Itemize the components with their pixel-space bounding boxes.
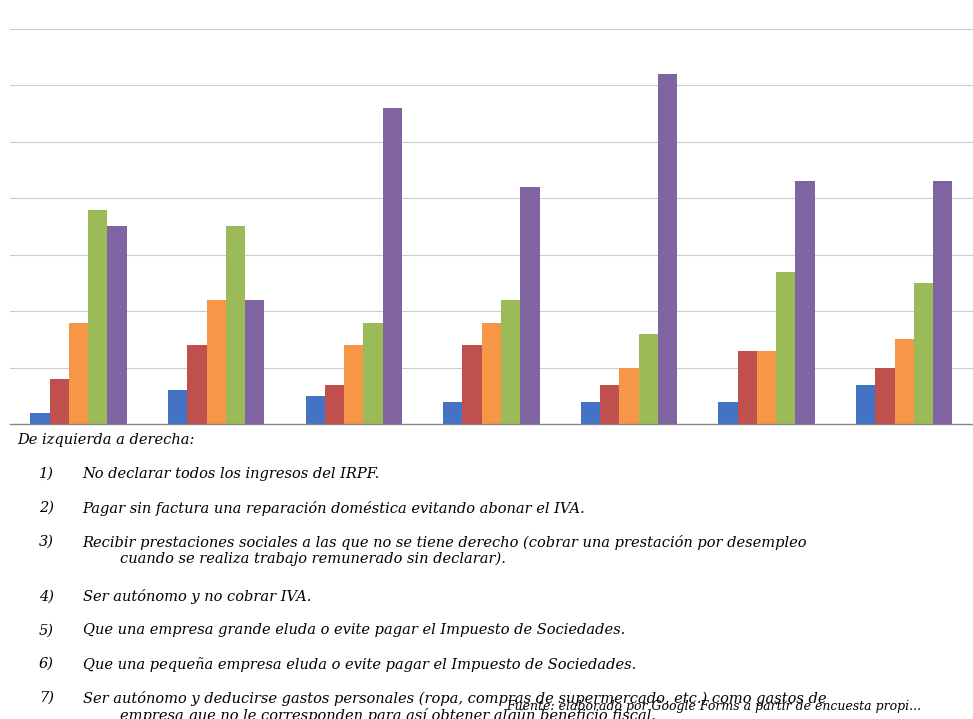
Bar bbox=[718, 402, 738, 424]
Bar bbox=[50, 379, 69, 424]
Bar bbox=[245, 300, 265, 424]
Bar bbox=[894, 339, 914, 424]
Text: 4): 4) bbox=[39, 590, 54, 603]
Text: De izquierda a derecha:: De izquierda a derecha: bbox=[18, 433, 195, 447]
Bar bbox=[226, 226, 245, 424]
Text: 3): 3) bbox=[39, 535, 54, 549]
Bar bbox=[69, 323, 89, 424]
Bar bbox=[325, 385, 344, 424]
Bar bbox=[382, 108, 402, 424]
Bar bbox=[796, 181, 814, 424]
Bar bbox=[933, 181, 953, 424]
Bar bbox=[658, 74, 677, 424]
Text: Recibir prestaciones sociales a las que no se tiene derecho (cobrar una prestaci: Recibir prestaciones sociales a las que … bbox=[83, 535, 808, 567]
Text: Que una empresa grande eluda o evite pagar el Impuesto de Sociedades.: Que una empresa grande eluda o evite pag… bbox=[83, 623, 625, 637]
Text: 5): 5) bbox=[39, 623, 54, 637]
Bar bbox=[344, 345, 363, 424]
Bar bbox=[443, 402, 462, 424]
Bar bbox=[856, 385, 876, 424]
Bar bbox=[168, 390, 187, 424]
Text: Pagar sin factura una reparación doméstica evitando abonar el IVA.: Pagar sin factura una reparación domésti… bbox=[83, 501, 586, 516]
Text: 1): 1) bbox=[39, 467, 54, 481]
Bar bbox=[206, 300, 226, 424]
Bar bbox=[482, 323, 501, 424]
Bar bbox=[187, 345, 206, 424]
Bar bbox=[107, 226, 126, 424]
Bar bbox=[363, 323, 382, 424]
Bar bbox=[876, 367, 894, 424]
Text: No declarar todos los ingresos del IRPF.: No declarar todos los ingresos del IRPF. bbox=[83, 467, 379, 481]
Text: 6): 6) bbox=[39, 657, 54, 671]
Bar bbox=[89, 209, 107, 424]
Text: Fuente: elaborado por Google Forms a partir de encuesta propi...: Fuente: elaborado por Google Forms a par… bbox=[506, 700, 921, 713]
Bar bbox=[501, 300, 521, 424]
Bar bbox=[738, 351, 757, 424]
Text: Que una pequeña empresa eluda o evite pagar el Impuesto de Sociedades.: Que una pequeña empresa eluda o evite pa… bbox=[83, 657, 636, 672]
Bar bbox=[521, 187, 539, 424]
Bar bbox=[914, 283, 933, 424]
Bar bbox=[306, 396, 325, 424]
Bar bbox=[462, 345, 482, 424]
Bar bbox=[30, 413, 50, 424]
Bar bbox=[581, 402, 600, 424]
Bar bbox=[638, 334, 658, 424]
Bar bbox=[757, 351, 776, 424]
Text: Ser autónomo y no cobrar IVA.: Ser autónomo y no cobrar IVA. bbox=[83, 590, 311, 604]
Bar bbox=[620, 367, 638, 424]
Bar bbox=[776, 272, 796, 424]
Text: 7): 7) bbox=[39, 691, 54, 705]
Text: 2): 2) bbox=[39, 501, 54, 515]
Bar bbox=[600, 385, 620, 424]
Text: Ser autónomo y deducirse gastos personales (ropa, compras de supermercado, etc.): Ser autónomo y deducirse gastos personal… bbox=[83, 691, 826, 719]
